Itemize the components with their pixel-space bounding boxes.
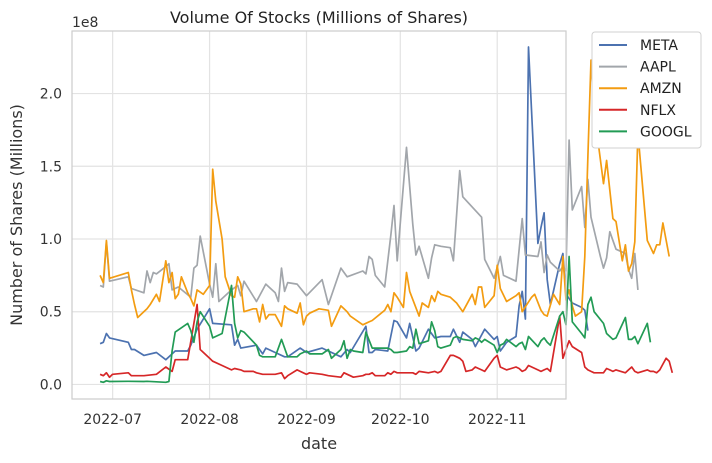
x-tick-label: 2022-07 [83, 412, 142, 428]
x-tick-label: 2022-09 [277, 412, 336, 428]
legend-label-aapl: AAPL [640, 60, 676, 76]
plot-background [72, 31, 566, 399]
series-line-nflx [99, 303, 674, 380]
legend-label-amzn: AMZN [640, 81, 682, 97]
y-tick-label: 2.0 [40, 87, 62, 103]
series-line-aapl [99, 139, 639, 306]
legend-items: META AAPL AMZN NFLX GOOGL [599, 38, 692, 140]
series-line-amzn [99, 59, 671, 328]
x-tick-label: 2022-08 [180, 412, 239, 428]
x-tick-label: 2022-10 [371, 412, 430, 428]
y-scale-label: 1e8 [72, 15, 98, 31]
plot-frame [71, 30, 567, 400]
x-axis-ticks: 2022-07 2022-08 2022-09 2022-10 2022-11 [83, 412, 526, 428]
legend-box [591, 31, 702, 149]
legend-label-googl: GOOGL [640, 124, 692, 140]
legend: META AAPL AMZN NFLX GOOGL [591, 31, 702, 149]
y-axis-ticks: 0.0 0.5 1.0 1.5 2.0 [40, 87, 62, 394]
gridlines [72, 31, 566, 399]
y-axis-title: Number of Shares (Millions) [7, 104, 26, 326]
y-tick-label: 1.0 [40, 232, 62, 248]
chart-title: Volume Of Stocks (Millions of Shares) [170, 8, 468, 27]
y-tick-label: 1.5 [40, 159, 62, 175]
y-tick-label: 0.0 [40, 377, 62, 393]
series-lines [99, 46, 674, 384]
x-tick-label: 2022-11 [468, 412, 527, 428]
legend-label-nflx: NFLX [640, 103, 676, 119]
y-tick-label: 0.5 [40, 305, 62, 321]
legend-label-meta: META [640, 38, 678, 54]
x-axis-title: date [301, 434, 337, 453]
